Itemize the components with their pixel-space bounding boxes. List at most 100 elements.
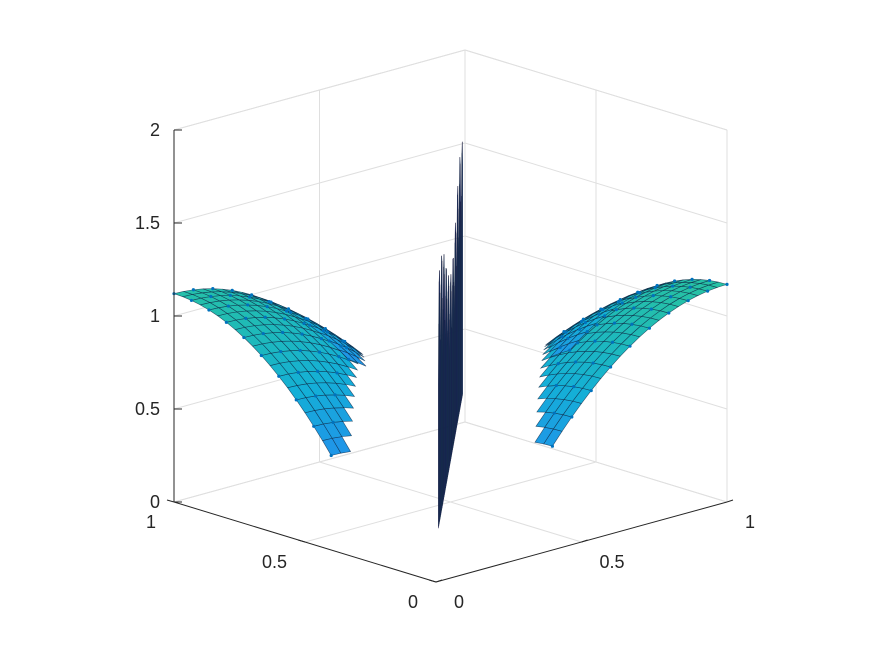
surface-marker [628,344,632,348]
surface-marker [649,307,653,311]
x-tick-label: 1 [745,512,755,532]
surface-marker [577,327,582,331]
z-tick-label: 1 [150,306,160,326]
surface-marker [333,393,337,397]
surface-marker [669,295,673,299]
surface-marker [572,385,576,389]
surface-marker [284,309,289,313]
x-tick-label: 0 [454,592,464,612]
surface-marker [550,444,555,448]
surface-marker [226,304,230,308]
surface-marker [296,370,300,374]
surface-marker [209,294,213,299]
surface-marker [312,424,316,428]
surface-marker [281,330,285,335]
surface-marker [614,308,619,312]
surface-marker [323,326,327,331]
y-tick [297,539,306,543]
surface-marker [325,330,329,334]
surface-marker [552,411,556,415]
surface-marker [593,339,597,343]
y-tick [428,579,437,583]
surface-marker [707,278,712,283]
surface-marker [647,326,652,330]
surface-marker [653,286,657,290]
surface-marker [246,303,250,307]
surface-marker [189,298,194,303]
surface-marker [620,301,624,305]
z-tick-label: 1.5 [135,213,160,233]
surface-marker [651,294,655,298]
surface-marker [671,284,675,288]
surface-marker [191,288,195,292]
surface-marker [673,279,677,283]
surface-marker [298,348,302,353]
surface-marker [706,289,710,293]
surface-marker [308,323,312,327]
surface-marker [329,453,333,458]
z-tick-label: 0 [150,492,160,512]
surface-marker [601,308,605,312]
surface-marker [585,330,589,334]
surface-marker [269,300,273,304]
surface-marker [314,394,318,398]
x-tick-label: 0.5 [600,552,625,572]
surface-marker [632,306,636,310]
surface-marker [686,299,690,303]
surfaces [172,141,729,529]
surface-marker [261,331,265,336]
surface-marker [337,355,341,359]
surface-marker [259,353,263,358]
surface-marker [725,282,729,286]
z-tick-label: 2 [150,120,160,140]
surface-marker [319,337,324,341]
surface-marker [554,383,558,388]
surface-marker [581,317,586,321]
surface-marker [570,415,574,419]
surface-marker [688,285,692,289]
surface-marker [343,339,347,344]
surface-marker [228,293,232,297]
x-tick [435,579,443,583]
surface-marker [306,317,310,321]
surface-marker [560,335,564,339]
surface-marker [566,336,570,340]
surface-marker [667,311,671,315]
surface-marker [564,330,568,334]
surface-marker [347,357,351,362]
surface-marker [610,340,615,344]
surface-marker [558,345,562,349]
surface-marker [634,295,638,299]
surface-marker [335,371,339,375]
surface-marker [207,308,211,312]
surface-marker [655,283,659,288]
surface-marker [316,369,320,373]
surface-marker [300,332,304,336]
surface-marker [579,319,584,324]
surface-marker [556,362,560,366]
floor-grid-line [304,461,597,543]
surface-marker [568,348,572,352]
surface-marker [583,321,587,325]
surface-marker [595,323,599,327]
surface-marker [244,316,248,320]
surface-marker [327,339,331,343]
surface-marker [638,291,642,295]
surface-marker [576,341,580,345]
surface-marker [265,305,269,309]
y-tick-label: 0.5 [262,552,287,572]
surface-marker [591,361,595,365]
z-tick-label: 0.5 [135,399,160,419]
surface-marker [616,300,620,304]
surface-marker [250,293,254,297]
surface-marker [230,288,234,292]
surface-marker [630,322,634,326]
surface-marker [321,329,325,333]
surface-marker [248,295,252,299]
surface-marker [263,315,267,319]
surface-marker [302,321,306,326]
surface-marker [609,365,613,369]
surface-marker [331,420,335,424]
